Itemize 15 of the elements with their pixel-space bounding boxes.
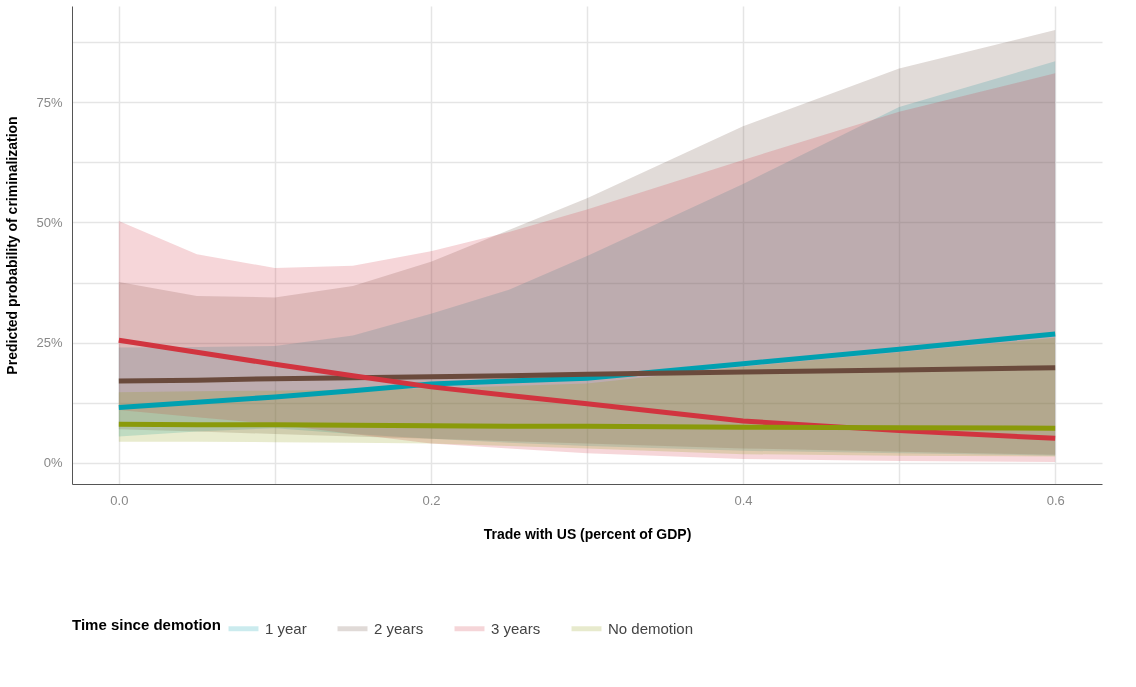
y-tick-label: 50%	[36, 214, 63, 230]
legend-title: Time since demotion	[72, 616, 221, 633]
legend-label: 1 year	[265, 619, 307, 637]
legend-label: 2 years	[374, 619, 424, 637]
x-tick-label: 0.4	[734, 492, 753, 508]
y-tick-label: 0%	[43, 455, 63, 471]
legend-label: No demotion	[608, 619, 694, 637]
x-tick-label: 0.2	[422, 492, 441, 508]
y-tick-label: 75%	[36, 94, 63, 110]
x-tick-label: 0.6	[1046, 492, 1065, 508]
x-axis-title: Trade with US (percent of GDP)	[483, 525, 692, 542]
y-tick-label: 25%	[36, 335, 63, 351]
x-tick-label: 0.0	[110, 492, 129, 508]
legend-label: 3 years	[491, 619, 541, 637]
y-axis-title: Predicted probability of criminalization	[4, 116, 21, 375]
